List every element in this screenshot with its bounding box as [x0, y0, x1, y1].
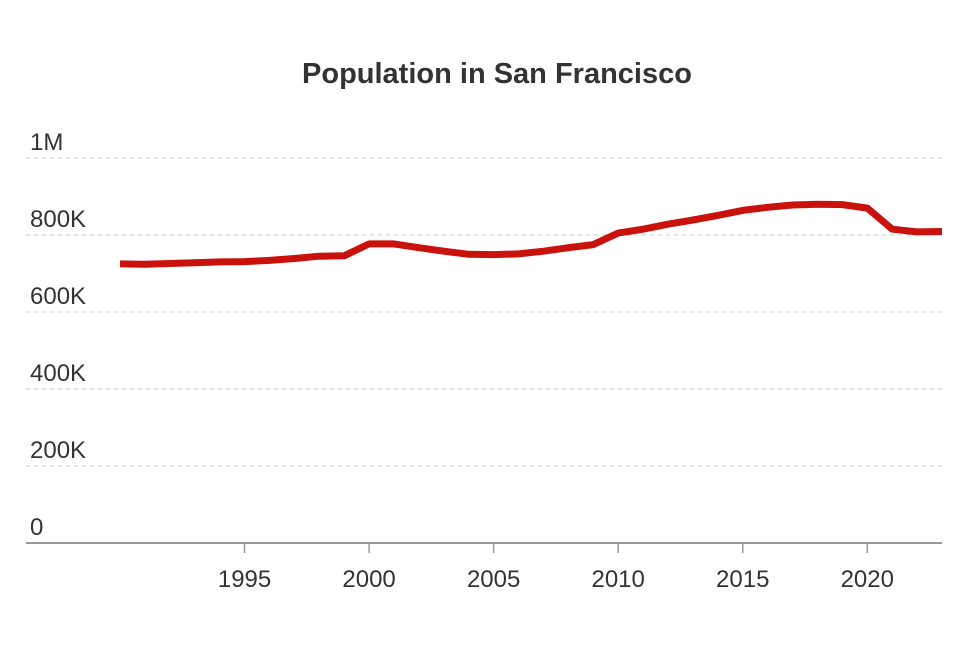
x-tick-label: 2005 [467, 566, 520, 593]
y-tick-label: 200K [30, 437, 86, 464]
y-tick-label: 600K [30, 283, 86, 310]
x-axis: 1995 2000 2005 2010 2015 2020 [26, 542, 942, 593]
y-tick-label: 0 [30, 514, 43, 541]
chart-title: Population in San Francisco [302, 58, 692, 90]
x-tick-label: 2015 [716, 566, 769, 593]
x-tick-label: 2000 [342, 566, 395, 593]
x-tick-label: 2010 [591, 566, 644, 593]
x-tick-label: 2020 [841, 566, 894, 593]
series-layer [119, 200, 943, 268]
x-tick-label: 1995 [218, 566, 271, 593]
y-axis-tick-labels: 0 200K 400K 600K 800K 1M [30, 129, 86, 541]
y-tick-label: 1M [30, 129, 63, 156]
grid-lines [26, 157, 942, 467]
y-tick-label: 400K [30, 360, 86, 387]
y-tick-label: 800K [30, 206, 86, 233]
population-line [119, 200, 943, 268]
